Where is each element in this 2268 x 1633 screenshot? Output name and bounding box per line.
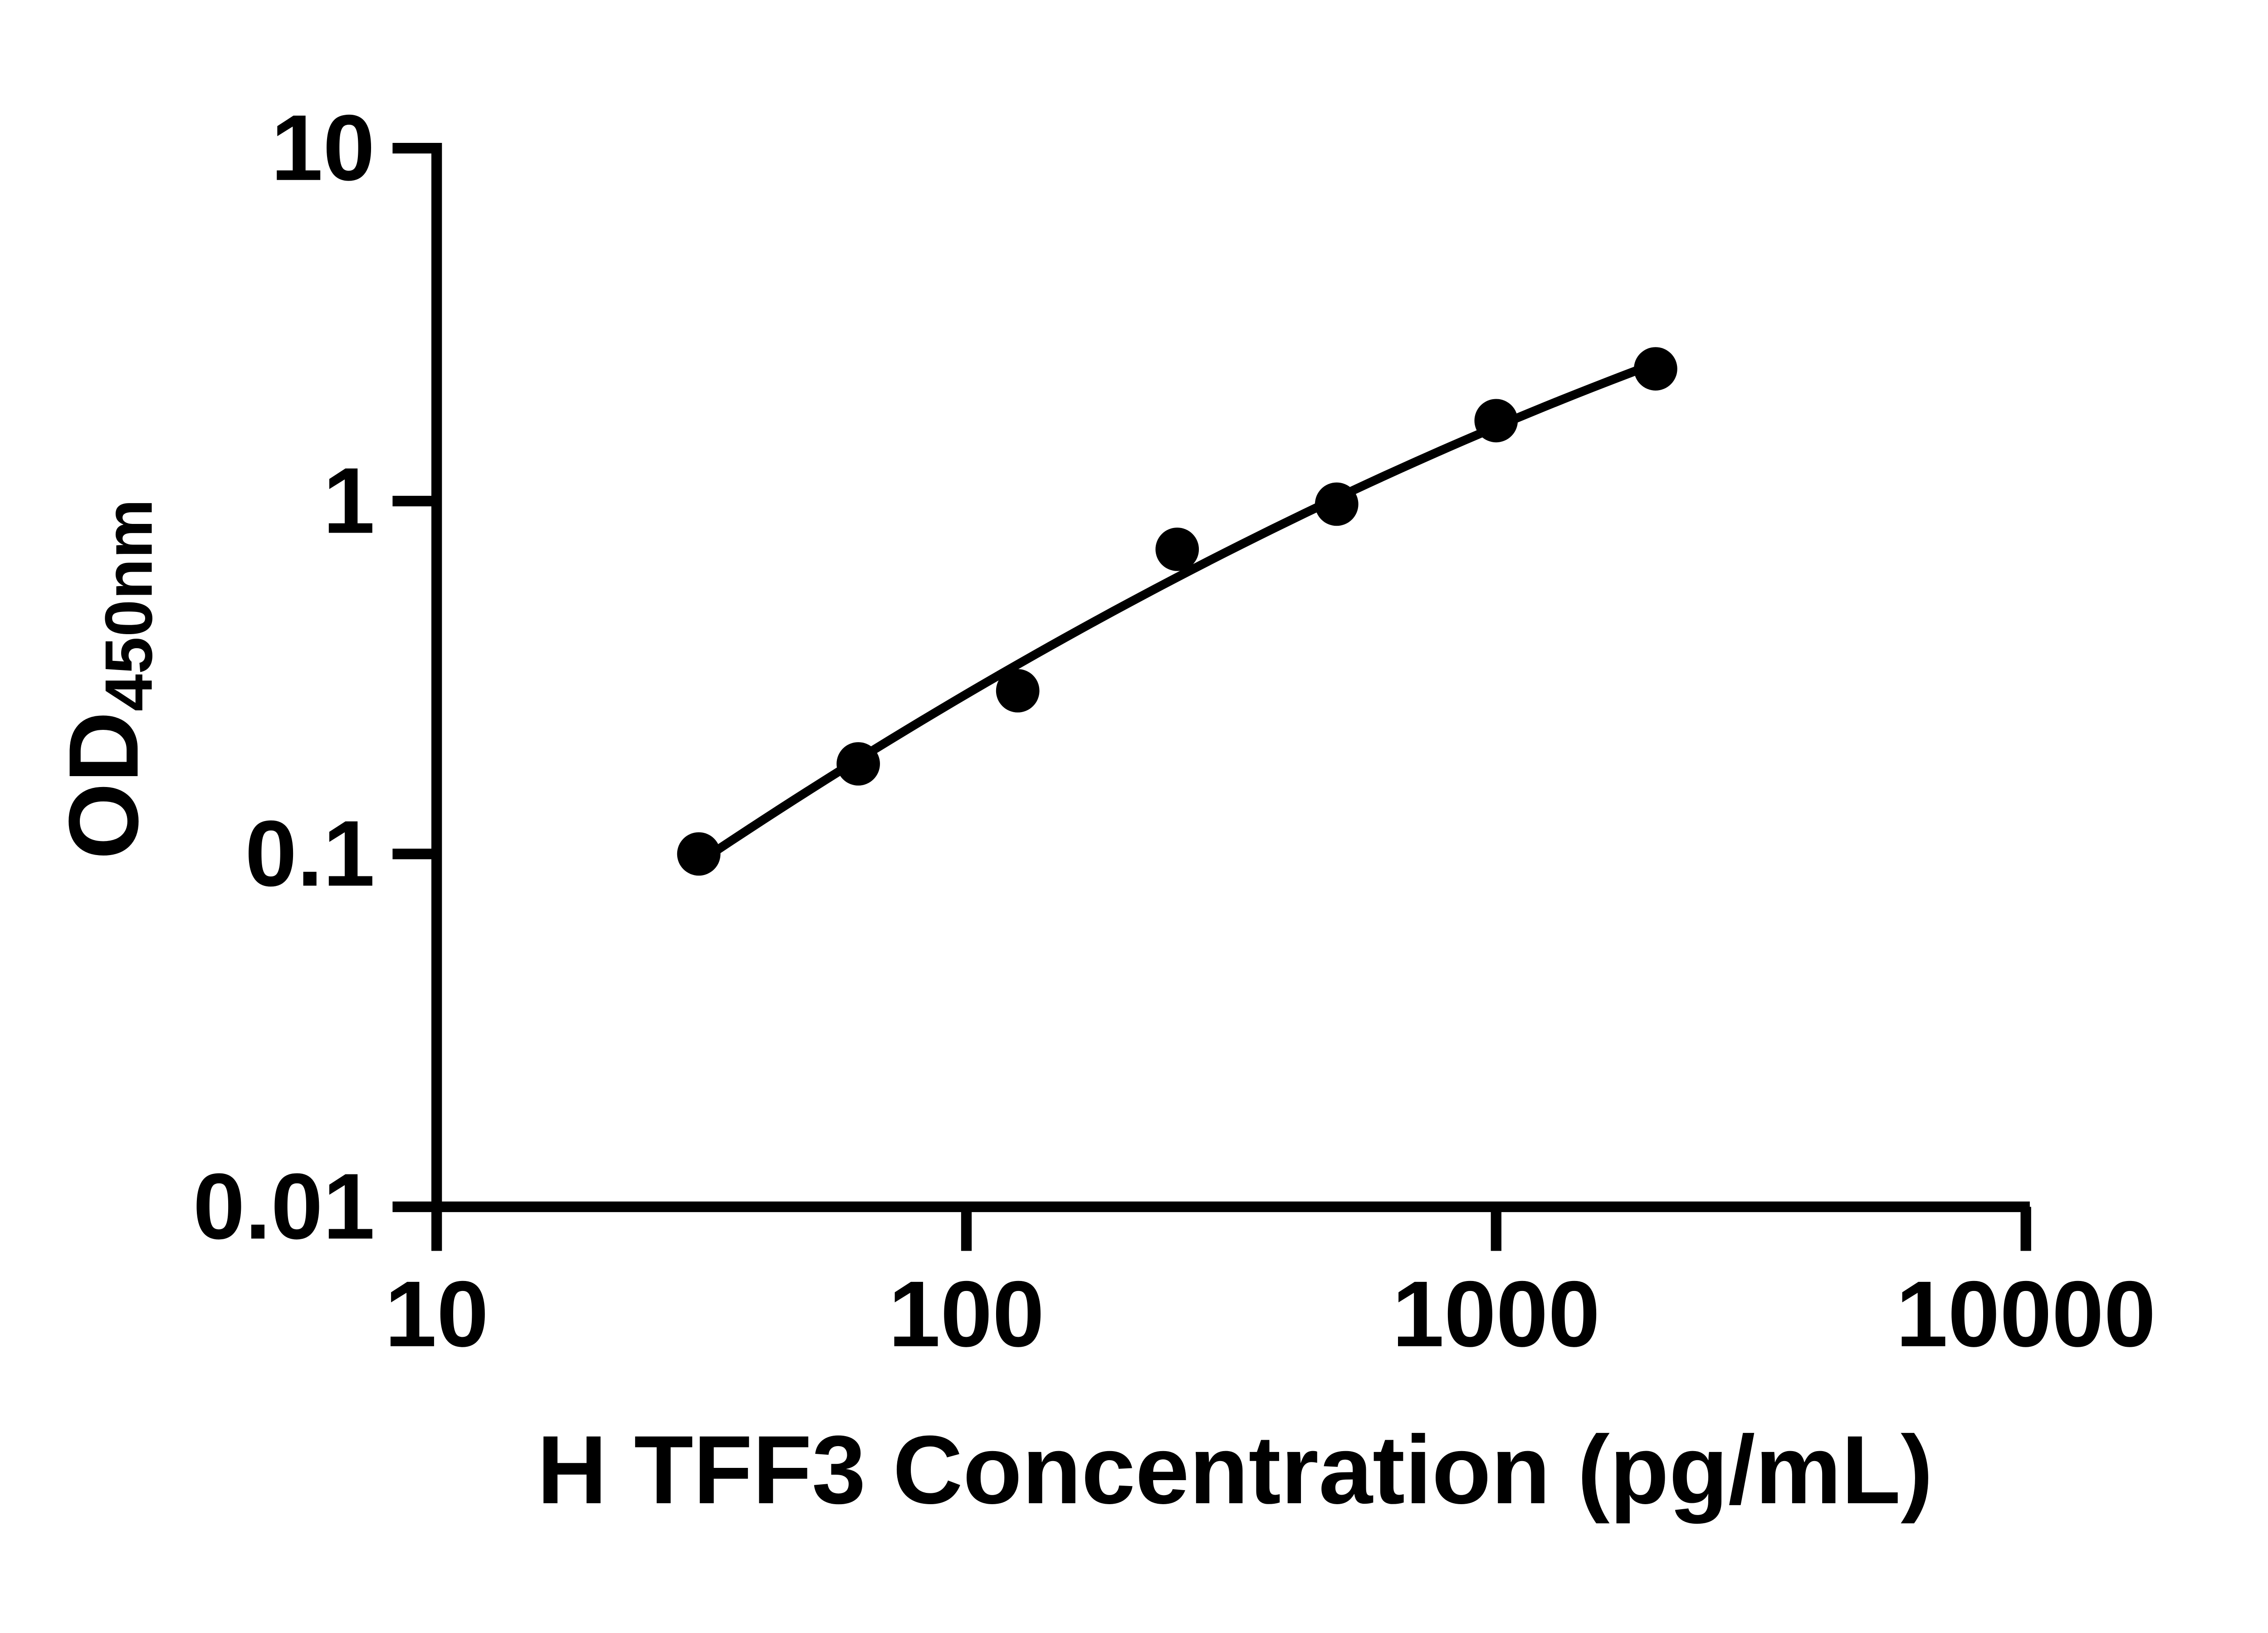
x-tick-label: 10 — [385, 1261, 489, 1366]
data-point — [1155, 528, 1199, 571]
data-point — [996, 669, 1040, 713]
y-axis-title: OD450nm — [49, 499, 166, 860]
standard-curve-chart: 10 1 0.1 0.01 10 100 1000 10000 H TFF3 Concentr… — [0, 0, 2268, 1588]
y-tick-label: 0.1 — [245, 801, 375, 906]
x-axis-title: H TFF3 Concentration (pg/mL) — [537, 1416, 1933, 1524]
chart-background — [0, 0, 2268, 1588]
data-point — [1634, 347, 1677, 391]
y-tick-label: 10 — [271, 95, 375, 200]
y-tick-label: 0.01 — [193, 1154, 375, 1258]
data-point — [677, 832, 721, 876]
x-tick-label: 10000 — [1896, 1261, 2156, 1366]
y-axis-title-subscript: 450nm — [92, 499, 166, 711]
x-tick-label: 1000 — [1392, 1261, 1600, 1366]
data-point — [1474, 399, 1518, 443]
y-axis-title-main: OD — [49, 711, 159, 860]
data-point — [1315, 482, 1359, 526]
y-tick-label: 1 — [323, 448, 375, 553]
x-tick-label: 100 — [889, 1261, 1045, 1366]
data-point — [836, 742, 880, 786]
